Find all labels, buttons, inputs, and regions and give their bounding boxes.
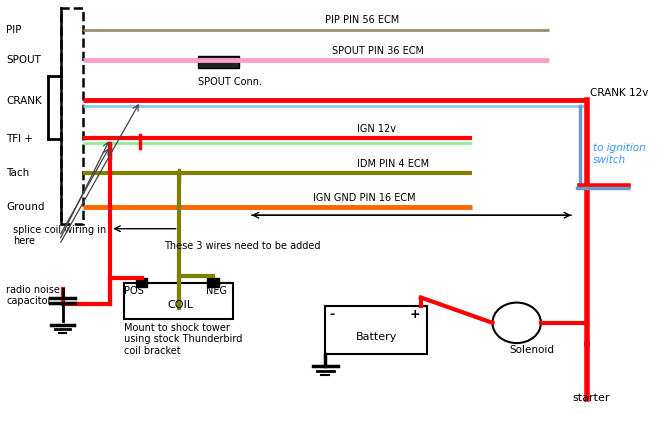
Text: NEG: NEG [207,286,228,296]
Text: TFI +: TFI + [7,134,34,144]
Text: SPOUT Conn.: SPOUT Conn. [198,77,262,87]
Text: Tach: Tach [7,168,30,178]
Text: to ignition
switch: to ignition switch [594,143,646,165]
Bar [207,278,219,287]
Bar [325,306,428,354]
Bar [198,56,240,68]
Bar [136,278,147,287]
Ellipse shape [492,303,541,343]
Text: CRANK 12v: CRANK 12v [590,88,648,98]
Text: These 3 wires need to be added: These 3 wires need to be added [164,241,320,252]
Text: SPOUT: SPOUT [7,55,41,65]
Text: IGN 12v: IGN 12v [357,124,396,134]
Text: COIL: COIL [167,300,193,310]
Text: POS: POS [124,286,144,296]
Text: radio noise
capacitor: radio noise capacitor [7,284,61,306]
Text: IDM PIN 4 ECM: IDM PIN 4 ECM [357,159,429,169]
Text: Battery: Battery [356,332,397,342]
Text: Ground: Ground [7,202,45,212]
Bar [61,8,83,224]
Text: SPOUT PIN 36 ECM: SPOUT PIN 36 ECM [332,46,424,56]
Bar [124,283,233,319]
Text: Solenoid: Solenoid [509,345,554,355]
Text: PIP: PIP [7,24,22,35]
Text: starter: starter [573,393,611,403]
Text: CRANK: CRANK [7,96,42,106]
Text: IGN GND PIN 16 ECM: IGN GND PIN 16 ECM [313,192,415,203]
Text: PIP PIN 56 ECM: PIP PIN 56 ECM [325,15,399,25]
Text: Mount to shock tower
using stock Thunderbird
coil bracket: Mount to shock tower using stock Thunder… [124,323,243,356]
Text: -: - [329,308,334,321]
Text: splice coil wiring in
here: splice coil wiring in here [13,225,106,246]
Text: +: + [409,308,420,321]
